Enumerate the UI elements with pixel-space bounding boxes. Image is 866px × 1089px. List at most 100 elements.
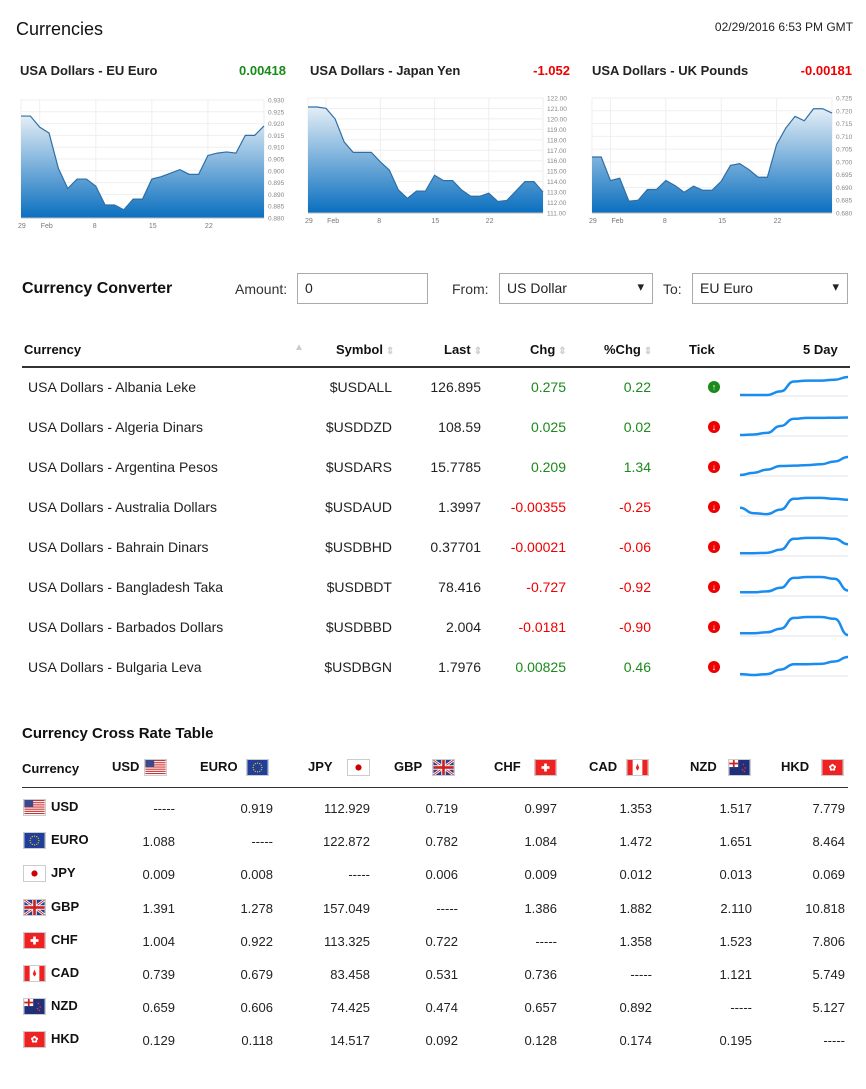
currency-name: USA Dollars - Bangladesh Taka (28, 579, 224, 595)
y-tick-label: 0.890 (268, 192, 285, 199)
chart-usd-gbp[interactable]: 0.725 0.720 0.715 0.710 0.705 0.700 0.695 0.690… (580, 85, 866, 235)
currency-code: CHF (494, 759, 521, 774)
y-tick-label: 119.00 (547, 127, 567, 134)
cross-rate-cell: 0.919 (240, 801, 273, 816)
cross-rate-cell: 1.278 (240, 900, 273, 916)
currency-code: JPY (308, 759, 333, 774)
x-tick-label: 22 (205, 223, 213, 230)
cross-rate-cell: 1.386 (524, 900, 557, 916)
y-tick-label: 0.685 (836, 198, 853, 205)
chart-usd-jpy[interactable]: 122.00 121.00 120.00 119.00 118.00 117.00 116.… (290, 85, 580, 235)
x-tick-label: 8 (663, 218, 667, 225)
symbol: $USDBHD (325, 539, 392, 555)
cross-rate-cell: 0.009 (142, 867, 175, 883)
percent-change: -0.92 (619, 579, 651, 595)
table-row[interactable]: USA Dollars - Bangladesh Taka $USDBDT 78.4… (22, 571, 850, 611)
x-tick-label: Feb (41, 223, 53, 230)
flag-hkd-icon: ✿ (821, 759, 845, 777)
cross-row: JPY 0.009 0.008 ----- 0.006 0.009 0.012 0.013 0.… (0, 865, 866, 885)
cross-col-usd: USD (112, 759, 168, 777)
col-currency[interactable]: Currency (24, 342, 82, 357)
col-chg[interactable]: Chg ⇕ (530, 342, 567, 357)
cross-rate-cell: 1.121 (719, 967, 752, 982)
y-tick-label: 0.885 (268, 204, 285, 211)
y-tick-label: 0.710 (836, 134, 853, 141)
cross-rate-cell: 0.174 (619, 1033, 652, 1049)
sparkline-line (740, 615, 849, 637)
col-last[interactable]: Last ⇕ (444, 342, 483, 357)
currency-code: USD (112, 759, 140, 774)
currency-code: GBP (51, 898, 80, 914)
change: 0.025 (530, 419, 566, 435)
cross-rate-cell: 0.129 (142, 1033, 175, 1049)
cross-rate-cell: 14.517 (330, 1033, 370, 1049)
page-title: Currencies (16, 19, 104, 39)
flag-chf-icon (23, 931, 46, 949)
table-row[interactable]: USA Dollars - Barbados Dollars $USDBBD 2.0… (22, 611, 850, 651)
currency-name: USA Dollars - Bulgaria Leva (28, 659, 202, 675)
x-tick-label: 22 (486, 218, 494, 225)
cross-rate-cell: ----- (348, 867, 370, 883)
sparkline-5day (740, 615, 849, 637)
percent-change: -0.25 (619, 499, 651, 515)
cross-row: NZD 0.659 0.606 74.425 0.474 0.657 0.892 ----- 5… (0, 998, 866, 1018)
flag-nzd-icon (23, 998, 46, 1016)
cross-rate-cell: 0.474 (425, 1000, 458, 1016)
row-currency: USD (23, 799, 78, 817)
y-tick-label: 0.690 (836, 185, 853, 192)
sparkline-line (739, 655, 849, 677)
sparkline-5day (739, 496, 849, 517)
cross-rate-cell: ----- (823, 1033, 845, 1049)
y-tick-label: 0.905 (268, 157, 285, 164)
table-row[interactable]: USA Dollars - Australia Dollars $USDAUD 1.… (22, 491, 850, 531)
sort-icon[interactable]: ▲︎ (294, 342, 304, 353)
flag-cad-icon (23, 965, 46, 983)
flag-jpy-icon (346, 759, 370, 777)
y-tick-label: 120.00 (547, 116, 567, 123)
row-currency: ✿ HKD (23, 1031, 79, 1049)
chart-usd-eur[interactable]: 0.930 0.925 0.920 0.915 0.910 0.905 0.900 0.895… (0, 85, 300, 235)
flag-euro-icon (23, 832, 46, 850)
x-tick-label: 15 (432, 218, 440, 225)
row-currency: CAD (23, 965, 79, 983)
cross-row: CHF 1.004 0.922 113.325 0.722 ----- 1.358 1.523… (0, 932, 866, 952)
change: -0.727 (526, 579, 566, 595)
currency-name: USA Dollars - Barbados Dollars (28, 619, 224, 635)
table-row[interactable]: USA Dollars - Bahrain Dinars $USDBHD 0.377… (22, 531, 850, 571)
sort-icon: ⇕ (558, 346, 567, 357)
table-row[interactable]: USA Dollars - Algeria Dinars $USDDZD 108.5… (22, 411, 850, 451)
col-symbol[interactable]: Symbol ⇕ (336, 342, 395, 357)
x-tick-label: 29 (305, 218, 313, 225)
cross-title: Currency Cross Rate Table (22, 725, 214, 742)
cross-rate-cell: 7.779 (812, 801, 845, 816)
cross-rate-cell: 0.739 (142, 967, 175, 982)
percent-change: 0.22 (623, 379, 651, 395)
currency-name: USA Dollars - Albania Leke (28, 379, 197, 395)
x-tick-label: 22 (774, 218, 782, 225)
table-row[interactable]: USA Dollars - Bulgaria Leva $USDBGN 1.7976… (22, 651, 850, 691)
flag-chf-icon (533, 759, 557, 777)
x-tick-label: 15 (718, 218, 726, 225)
last-price: 15.7785 (430, 459, 481, 475)
x-tick-label: 15 (149, 223, 157, 230)
cross-rate-cell: 1.651 (719, 834, 752, 850)
cross-rate-cell: 0.531 (425, 967, 458, 982)
area-fill (592, 108, 832, 213)
cross-rate-cell: 0.892 (619, 1000, 652, 1016)
amount-input[interactable]: 0 (297, 273, 428, 304)
cross-rate-cell: 0.657 (524, 1000, 557, 1016)
y-tick-label: 0.925 (268, 109, 285, 116)
change: 0.209 (530, 459, 566, 475)
table-row[interactable]: USA Dollars - Albania Leke $USDALL 126.895… (22, 371, 850, 411)
timestamp: 02/29/2016 6:53 PM GMT (714, 20, 853, 34)
from-select[interactable]: US Dollar (499, 273, 653, 304)
tick-down-icon: ↓ (708, 541, 720, 553)
change: -0.00355 (510, 499, 566, 515)
col-pchg[interactable]: %Chg ⇕ (604, 342, 653, 357)
y-tick-label: 0.915 (268, 133, 285, 140)
table-row[interactable]: USA Dollars - Argentina Pesos $USDARS 15.7… (22, 451, 850, 491)
chart-title-jpy: USA Dollars - Japan Yen (310, 63, 461, 78)
to-select[interactable]: EU Euro (692, 273, 848, 304)
y-tick-label: 111.00 (547, 211, 566, 218)
sparkline-line (740, 575, 849, 594)
